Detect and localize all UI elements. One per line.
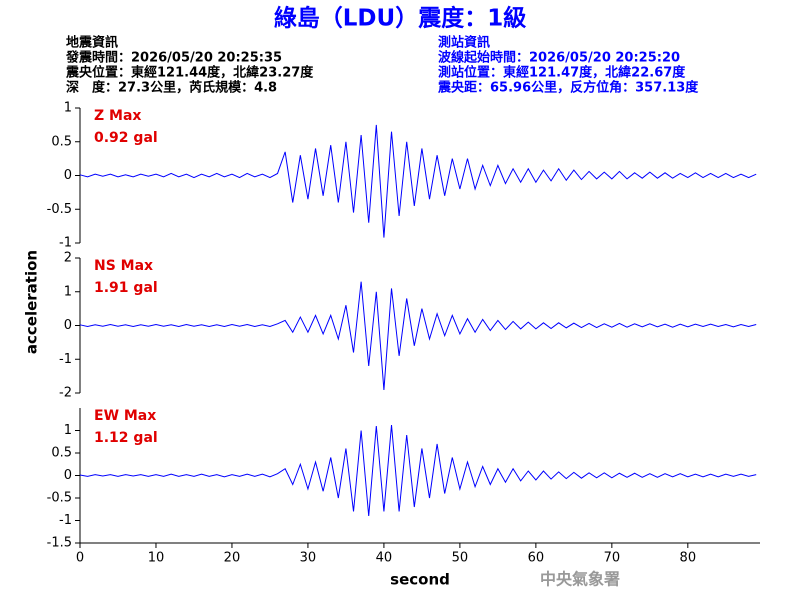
info-right: 震央距：65.96公里，反方位角：357.13度 [437,80,699,96]
y-tick-label: 1 [64,101,72,116]
waveform [79,281,757,390]
y-tick-label: -1.5 [47,536,72,551]
chart-title: 綠島（LDU）震度：1級 [274,5,526,32]
y-tick-label: 0.5 [51,446,72,461]
y-tick-label: 0 [64,318,72,333]
y-tick-label: -1 [59,352,72,367]
max-label: 0.92 gal [94,130,158,146]
y-tick-label: -1 [59,236,72,251]
y-tick-label: 1 [64,284,72,299]
max-label: 1.91 gal [94,280,158,296]
y-tick-label: 0.5 [51,134,72,149]
x-tick-label: 10 [148,551,165,566]
info-right: 波線起始時間：2026/05/20 20:25:20 [438,50,680,66]
legend-name: Z Max [94,108,141,124]
max-label: 1.12 gal [94,430,158,446]
y-tick-label: 0 [64,168,72,183]
x-axis-label: second [390,571,450,589]
info-right: 測站位置：東經121.47度，北緯22.67度 [438,65,686,81]
x-tick-label: 70 [604,551,621,566]
y-tick-label: 2 [64,251,72,266]
x-tick-label: 80 [680,551,697,566]
y-tick-label: -0.5 [47,491,72,506]
info-right: 測站資訊 [438,35,490,51]
info-left: 深 度：27.3公里，芮氏規模：4.8 [66,80,277,96]
legend-name: EW Max [94,408,156,424]
footer: 中央氣象署 [540,570,620,589]
y-tick-label: -1 [59,513,72,528]
x-tick-label: 0 [76,551,84,566]
x-tick-label: 20 [224,551,241,566]
x-tick-label: 50 [452,551,469,566]
x-tick-label: 30 [300,551,317,566]
y-tick-label: -2 [59,386,72,401]
y-tick-label: 1 [64,423,72,438]
legend-name: NS Max [94,258,153,274]
x-tick-label: 40 [376,551,393,566]
waveform [79,425,757,517]
info-left: 發震時間：2026/05/20 20:25:35 [65,50,282,66]
info-left: 地震資訊 [66,35,118,51]
waveform [79,124,757,238]
info-left: 震央位置：東經121.44度，北緯23.27度 [65,65,314,81]
y-tick-label: -0.5 [47,202,72,217]
y-tick-label: 0 [64,468,72,483]
y-axis-label: acceleration [23,250,41,354]
x-tick-label: 60 [528,551,545,566]
